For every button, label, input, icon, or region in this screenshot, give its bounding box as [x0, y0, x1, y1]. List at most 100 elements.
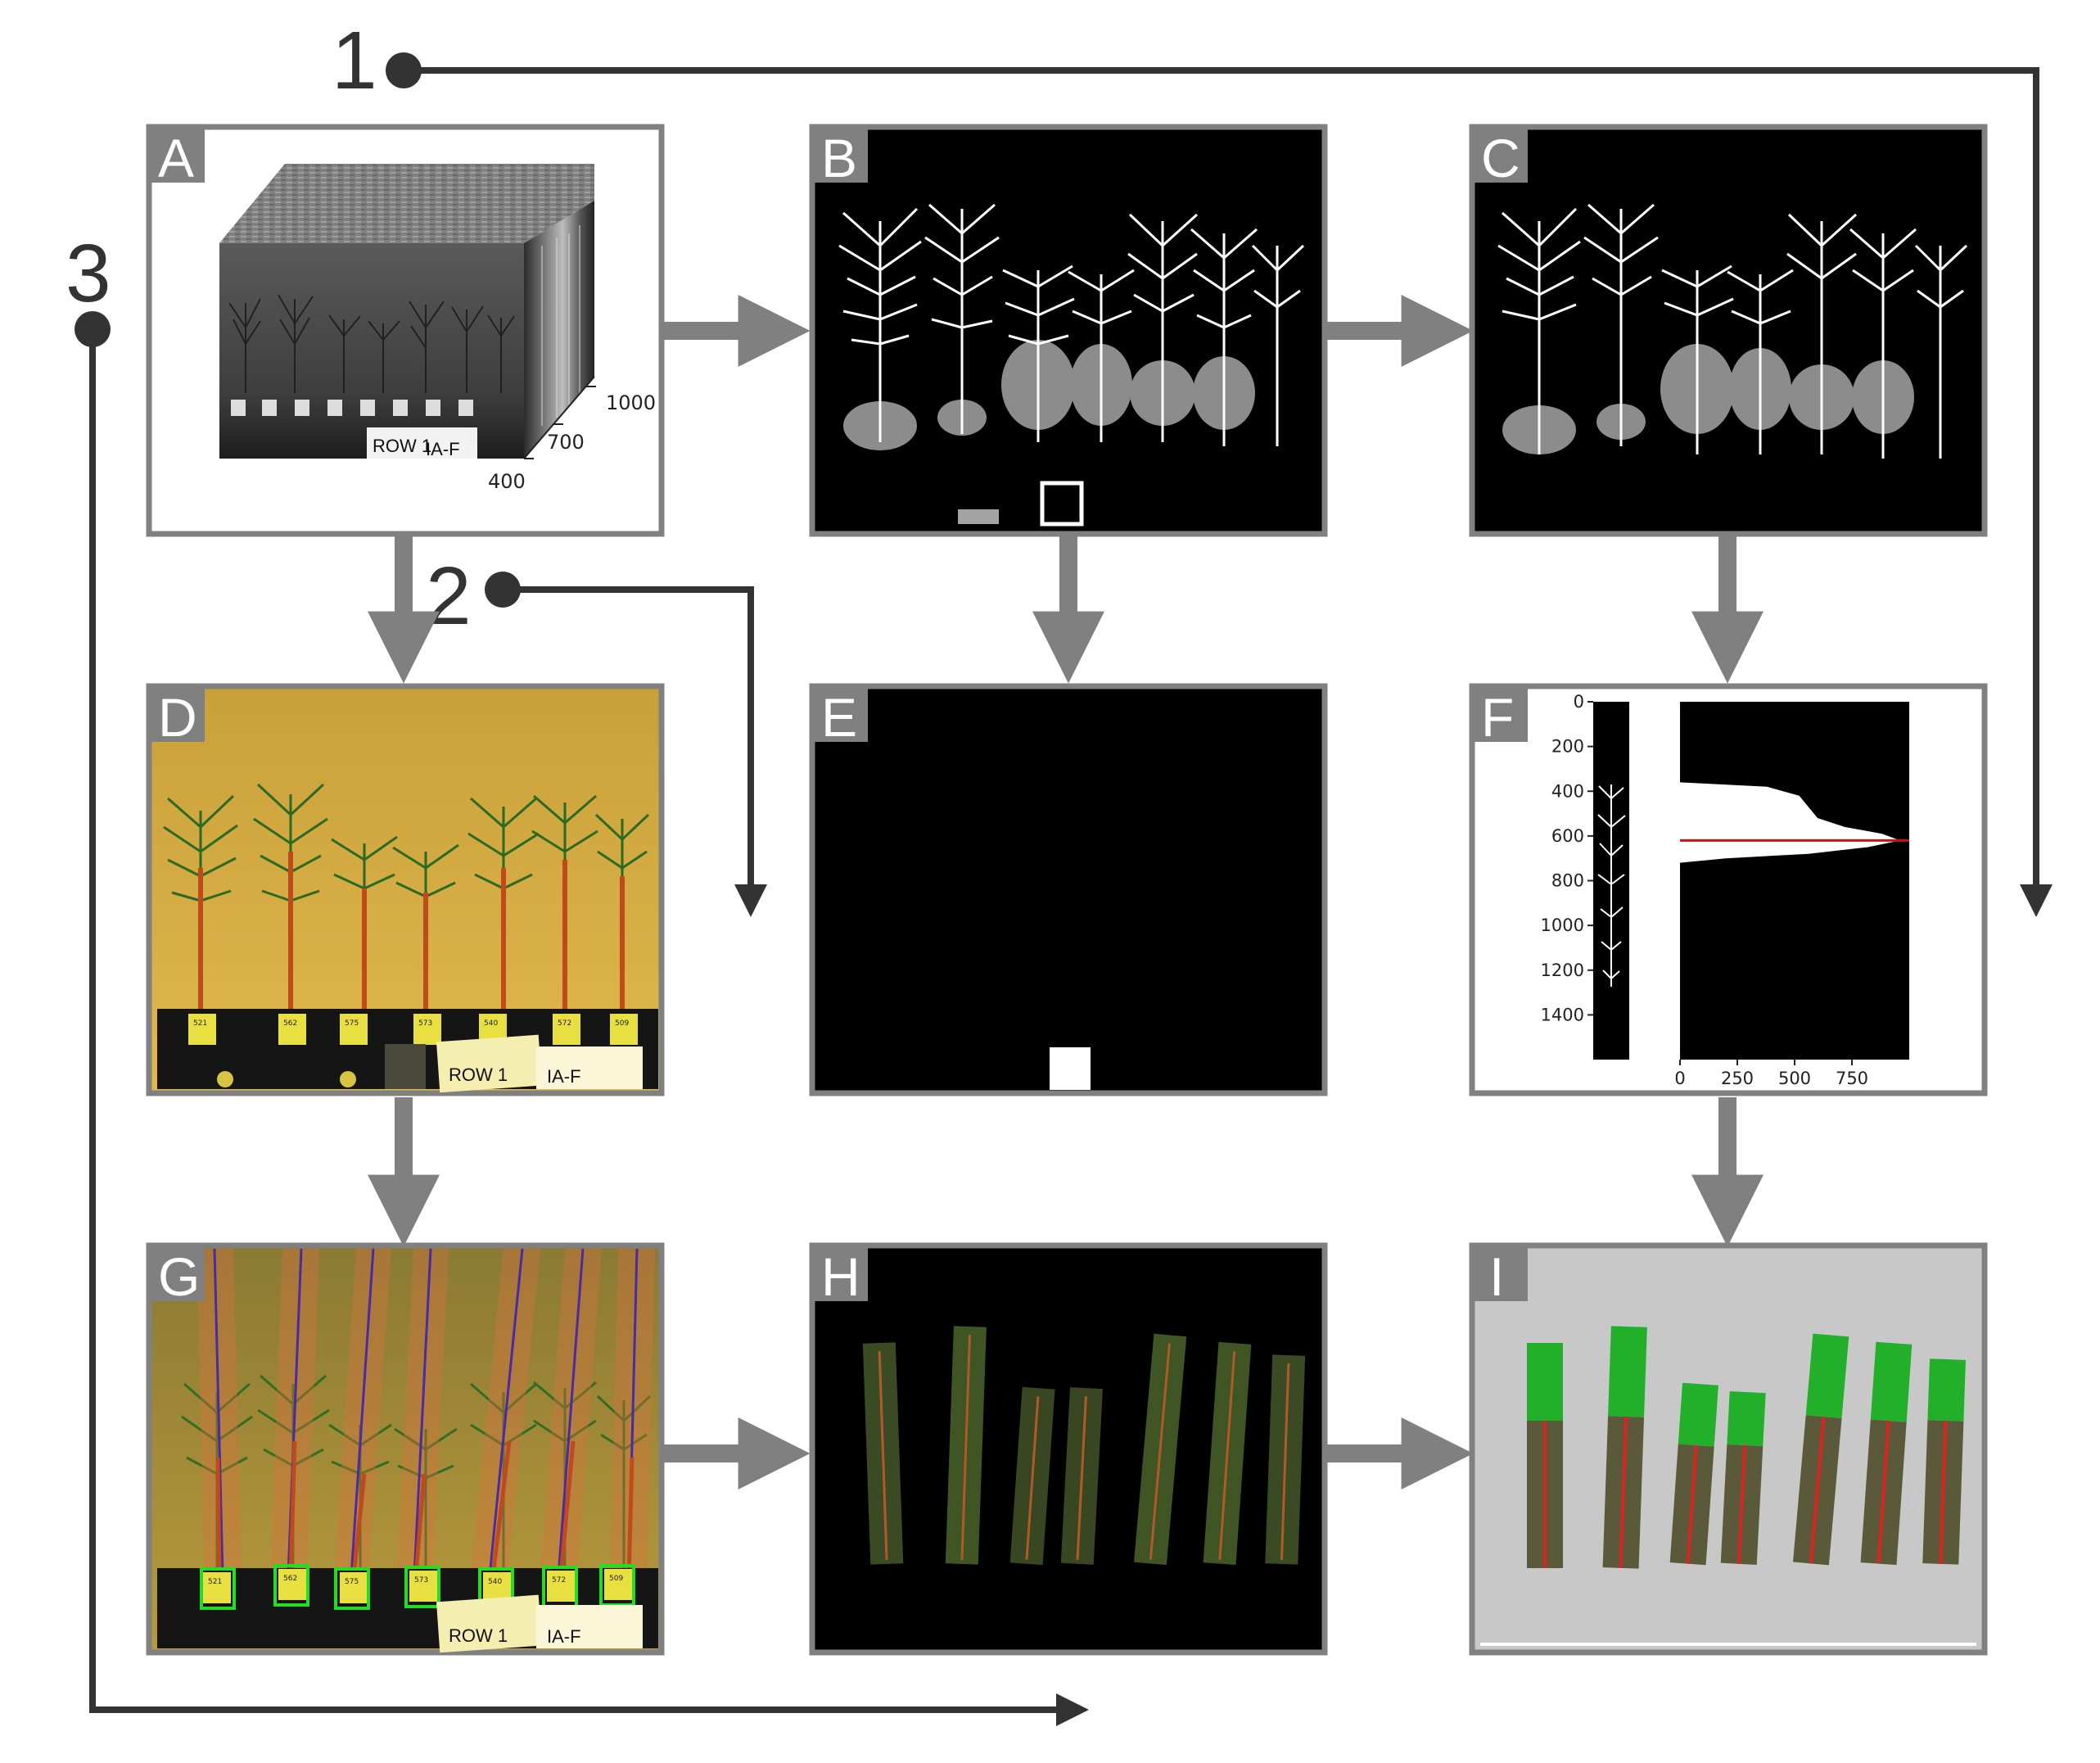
panel-e: E: [809, 683, 1328, 1096]
pot-label: 521: [208, 1578, 222, 1586]
panel-f-x-axis: 0 250 500 750: [1674, 1060, 1868, 1088]
pot-label: 572: [552, 1576, 566, 1584]
cube-front-plants: [228, 294, 515, 393]
panel-f-profile-plot: [1680, 702, 1909, 1060]
panel-b-letter-box: [812, 127, 868, 183]
panel-a-letter: A: [158, 128, 194, 188]
cube-front-face: [219, 243, 524, 459]
panel-c-frame: [1469, 124, 1988, 537]
pot-label: 562: [283, 1019, 297, 1028]
y-tick-label: 1400: [1541, 1005, 1584, 1024]
y-tick-label: 400: [1551, 781, 1584, 801]
step-1-line: [404, 67, 2053, 917]
y-tick-label: 800: [1551, 871, 1584, 891]
detection-box: [273, 1564, 309, 1607]
panel-g-letter-box: [149, 1245, 205, 1301]
step-3-label: 3: [65, 228, 111, 319]
step-3-connector: 3: [65, 228, 1089, 1726]
panel-e-letter: E: [821, 687, 857, 748]
detection-box: [334, 1567, 370, 1610]
panel-d-pot-labels: 521 562 575 573 540 572 509: [193, 1019, 629, 1028]
pot-label: 521: [193, 1019, 207, 1028]
panel-d-sign-small: ROW 1: [449, 1065, 508, 1085]
panel-f-letter: F: [1481, 687, 1514, 748]
panel-e-frame: [809, 683, 1328, 1096]
panel-h-letter-box: [812, 1245, 868, 1301]
step-2-line: [503, 586, 767, 917]
x-tick-label: 500: [1778, 1069, 1811, 1088]
panel-c: C: [1469, 124, 1988, 537]
x-tick-label: 0: [1674, 1069, 1685, 1088]
pot-label: 540: [484, 1019, 498, 1028]
cube-front-pots: [231, 400, 473, 416]
y-tick-label: 600: [1551, 826, 1584, 846]
panel-e-letter-box: [812, 686, 868, 742]
pot-label: 540: [488, 1578, 502, 1586]
panel-a-letter-box: [149, 127, 205, 183]
panel-d-pots: [188, 1014, 638, 1045]
x-tick-label: 750: [1836, 1069, 1868, 1088]
panel-c-letter-box: [1472, 127, 1528, 183]
step-1-connector: 1: [332, 15, 2053, 917]
panel-i-letter: I: [1489, 1246, 1504, 1307]
pot-label: 573: [418, 1019, 432, 1028]
panel-h-letter: H: [821, 1246, 860, 1307]
panel-e-calibration-square: [1050, 1047, 1091, 1090]
y-tick-label: 1000: [1541, 915, 1584, 935]
panel-g-sign-small: ROW 1: [449, 1625, 508, 1646]
panel-b: B: [809, 124, 1328, 537]
pot-label: 562: [283, 1575, 297, 1583]
cube-sign: [367, 427, 477, 459]
panel-b-letter: B: [821, 128, 857, 188]
panel-g-pot-labels: 521 562 575 573 540 572 509: [208, 1575, 623, 1586]
flow-arrows: [368, 295, 1764, 1490]
pot-label: 509: [609, 1575, 623, 1583]
panel-d-sign-text: IA-F: [547, 1066, 581, 1087]
pot-label: 572: [558, 1019, 571, 1028]
cube-tick-400: 400: [488, 470, 526, 493]
panel-d-letter: D: [158, 687, 197, 748]
detection-box: [404, 1566, 440, 1608]
panel-i: I: [1469, 1242, 1988, 1656]
panel-d-letter-box: [149, 686, 205, 742]
panel-f-letter-box: [1472, 686, 1528, 742]
panel-f: 0 200 400 600 800 1000 1200 1400 0 250 500 750 F: [1469, 683, 1988, 1096]
panel-b-calibration-square: [1040, 481, 1084, 527]
panel-h-plant-strips: [862, 1326, 1306, 1566]
panel-d-sign-small-card: [436, 1034, 543, 1093]
step-1-label: 1: [332, 15, 377, 106]
panel-c-plant-masks: [1497, 203, 1968, 459]
step-2-label: 2: [426, 550, 472, 642]
y-tick-label: 0: [1574, 692, 1584, 712]
cube-tick-700: 700: [547, 431, 585, 454]
x-tick-label: 250: [1721, 1069, 1754, 1088]
panel-f-y-axis: 0 200 400 600 800 1000 1200 1400: [1541, 692, 1593, 1024]
panel-i-letter-box: [1472, 1245, 1528, 1301]
cube-sign-small: ROW 1: [373, 436, 431, 456]
cube-top-face: [219, 164, 594, 243]
pot-label: 575: [345, 1578, 359, 1586]
panel-d-sign-card: [536, 1046, 643, 1089]
cube-depth-axis: [523, 376, 595, 459]
panel-g: 521 562 575 573 540 572 509 ROW 1 IA-F G: [146, 1242, 665, 1656]
y-tick-label: 1200: [1541, 961, 1584, 980]
panel-g-sign-text: IA-F: [547, 1626, 581, 1647]
panel-b-frame: [809, 124, 1328, 537]
profile-area: [1680, 782, 1900, 863]
panel-i-segmented-plants: [1527, 1326, 1967, 1569]
panel-c-letter: C: [1481, 128, 1520, 188]
pot-label: 575: [345, 1019, 359, 1028]
detection-box: [200, 1567, 236, 1610]
pot-label: 509: [615, 1019, 629, 1028]
panel-h: H: [809, 1242, 1328, 1656]
cube-tick-1000: 1000: [606, 391, 656, 414]
step-3-line: [89, 329, 1089, 1726]
panel-a: ROW 1 IA-F 1000 700 400 A: [146, 124, 665, 537]
panel-d-plants: [163, 783, 650, 1011]
y-tick-label: 200: [1551, 737, 1584, 757]
panel-f-strip-plant: [1597, 784, 1626, 987]
panel-d: 521 562 575 573 540 572 509 ROW 1 IA-F D: [146, 683, 665, 1096]
panel-g-letter: G: [158, 1246, 200, 1307]
pot-label: 573: [414, 1576, 428, 1584]
